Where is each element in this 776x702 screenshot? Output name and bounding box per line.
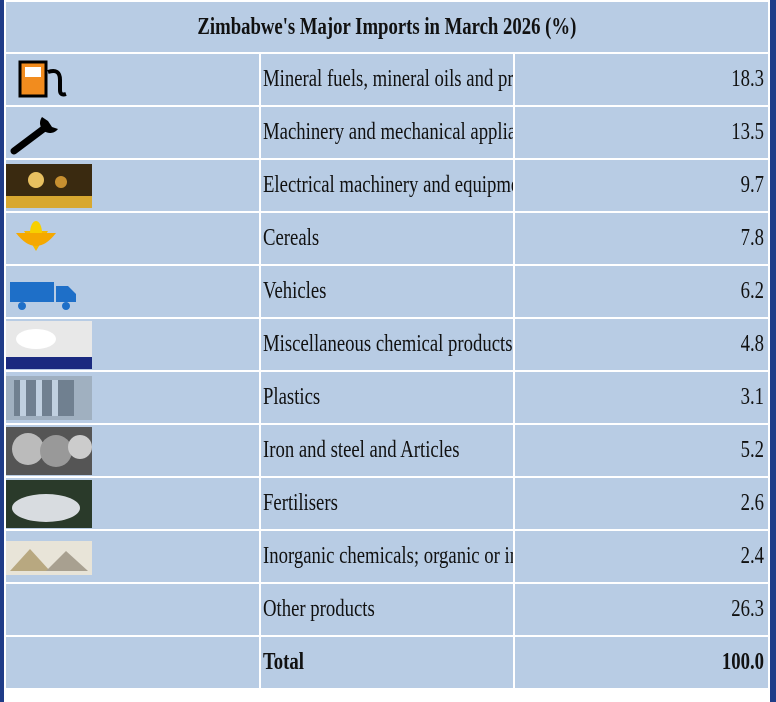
label-cell: Cereals — [260, 213, 514, 264]
row-label: Other products — [262, 596, 375, 622]
category-icon — [10, 282, 76, 310]
value-cell: 13.5 — [515, 107, 768, 158]
value-cell: 4.8 — [515, 319, 768, 370]
row-value: 9.7 — [740, 172, 764, 198]
value-cell: 100.0 — [515, 637, 768, 688]
value-cell: 7.8 — [515, 213, 768, 264]
table-row: Electrical machinery and equipment 9.7 — [6, 160, 768, 211]
icon-cell — [6, 584, 259, 635]
row-label: Miscellaneous chemical products — [262, 331, 513, 357]
category-icon — [6, 376, 92, 420]
value-cell: 6.2 — [515, 266, 768, 317]
category-icon — [6, 480, 92, 528]
value-cell: 9.7 — [515, 160, 768, 211]
icon-cell — [6, 478, 259, 529]
label-cell: Other products — [260, 584, 514, 635]
category-icon — [6, 427, 92, 475]
row-label: Electrical machinery and equipment — [262, 172, 514, 198]
table-row: Inorganic chemicals; organic or inorgani… — [6, 531, 768, 582]
row-label: Iron and steel and Articles — [262, 437, 460, 463]
row-value: 6.2 — [740, 278, 764, 304]
row-value: 3.1 — [740, 384, 764, 410]
row-value: 13.5 — [731, 119, 764, 145]
row-label: Machinery and mechanical appliances — [262, 119, 514, 145]
label-cell: Fertilisers — [260, 478, 514, 529]
icon-cell — [6, 531, 259, 582]
row-label: Cereals — [262, 225, 319, 251]
label-cell: Inorganic chemicals; organic or inorgani… — [260, 531, 514, 582]
row-value: 2.6 — [740, 490, 764, 516]
table-row: Total 100.0 — [6, 637, 768, 688]
value-cell: 3.1 — [515, 372, 768, 423]
imports-table: Zimbabwe's Major Imports in March 2026 (… — [4, 0, 770, 690]
value-cell: 2.4 — [515, 531, 768, 582]
table-row: Vehicles 6.2 — [6, 266, 768, 317]
label-cell: Total — [260, 637, 514, 688]
table-row: Other products 26.3 — [6, 584, 768, 635]
table-row: Plastics 3.1 — [6, 372, 768, 423]
table-title: Zimbabwe's Major Imports in March 2026 (… — [197, 13, 577, 40]
table-row: Iron and steel and Articles 5.2 — [6, 425, 768, 476]
label-cell: Electrical machinery and equipment — [260, 160, 514, 211]
row-label: Inorganic chemicals; organic or inorgani… — [262, 543, 514, 569]
table-row: Miscellaneous chemical products 4.8 — [6, 319, 768, 370]
row-value: 26.3 — [731, 596, 764, 622]
value-cell: 2.6 — [515, 478, 768, 529]
value-cell: 26.3 — [515, 584, 768, 635]
icon-cell — [6, 213, 259, 264]
table-row: Cereals 7.8 — [6, 213, 768, 264]
category-icon — [6, 321, 92, 369]
icon-cell — [6, 160, 259, 211]
label-cell: Iron and steel and Articles — [260, 425, 514, 476]
row-value: 18.3 — [731, 66, 764, 92]
row-label: Plastics — [262, 384, 320, 410]
value-cell: 18.3 — [515, 54, 768, 105]
row-label: Vehicles — [262, 278, 327, 304]
row-value: 5.2 — [740, 437, 764, 463]
icon-cell — [6, 54, 259, 105]
label-cell: Vehicles — [260, 266, 514, 317]
row-value: 2.4 — [740, 543, 764, 569]
label-cell: Miscellaneous chemical products — [260, 319, 514, 370]
icon-cell — [6, 637, 259, 688]
table-row: Machinery and mechanical appliances 13.5 — [6, 107, 768, 158]
category-icon — [16, 221, 56, 251]
label-cell: Mineral fuels, mineral oils and products — [260, 54, 514, 105]
title-cell: Zimbabwe's Major Imports in March 2026 (… — [6, 2, 768, 52]
table-row: Mineral fuels, mineral oils and products… — [6, 54, 768, 105]
row-label: Fertilisers — [262, 490, 338, 516]
table-row: Fertilisers 2.6 — [6, 478, 768, 529]
label-cell: Machinery and mechanical appliances — [260, 107, 514, 158]
row-label: Total — [262, 649, 304, 675]
category-icon — [6, 164, 92, 208]
label-cell: Plastics — [260, 372, 514, 423]
row-value: 100.0 — [721, 649, 764, 675]
icon-cell — [6, 266, 259, 317]
row-value: 4.8 — [740, 331, 764, 357]
row-value: 7.8 — [740, 225, 764, 251]
category-icon — [18, 60, 67, 98]
value-cell: 5.2 — [515, 425, 768, 476]
icon-cell — [6, 319, 259, 370]
icon-cell — [6, 372, 259, 423]
title-row: Zimbabwe's Major Imports in March 2026 (… — [6, 2, 768, 52]
row-label: Mineral fuels, mineral oils and products — [262, 66, 514, 92]
icon-cell — [6, 425, 259, 476]
icon-cell — [6, 107, 259, 158]
category-icon — [10, 117, 58, 155]
category-icon — [6, 541, 92, 575]
